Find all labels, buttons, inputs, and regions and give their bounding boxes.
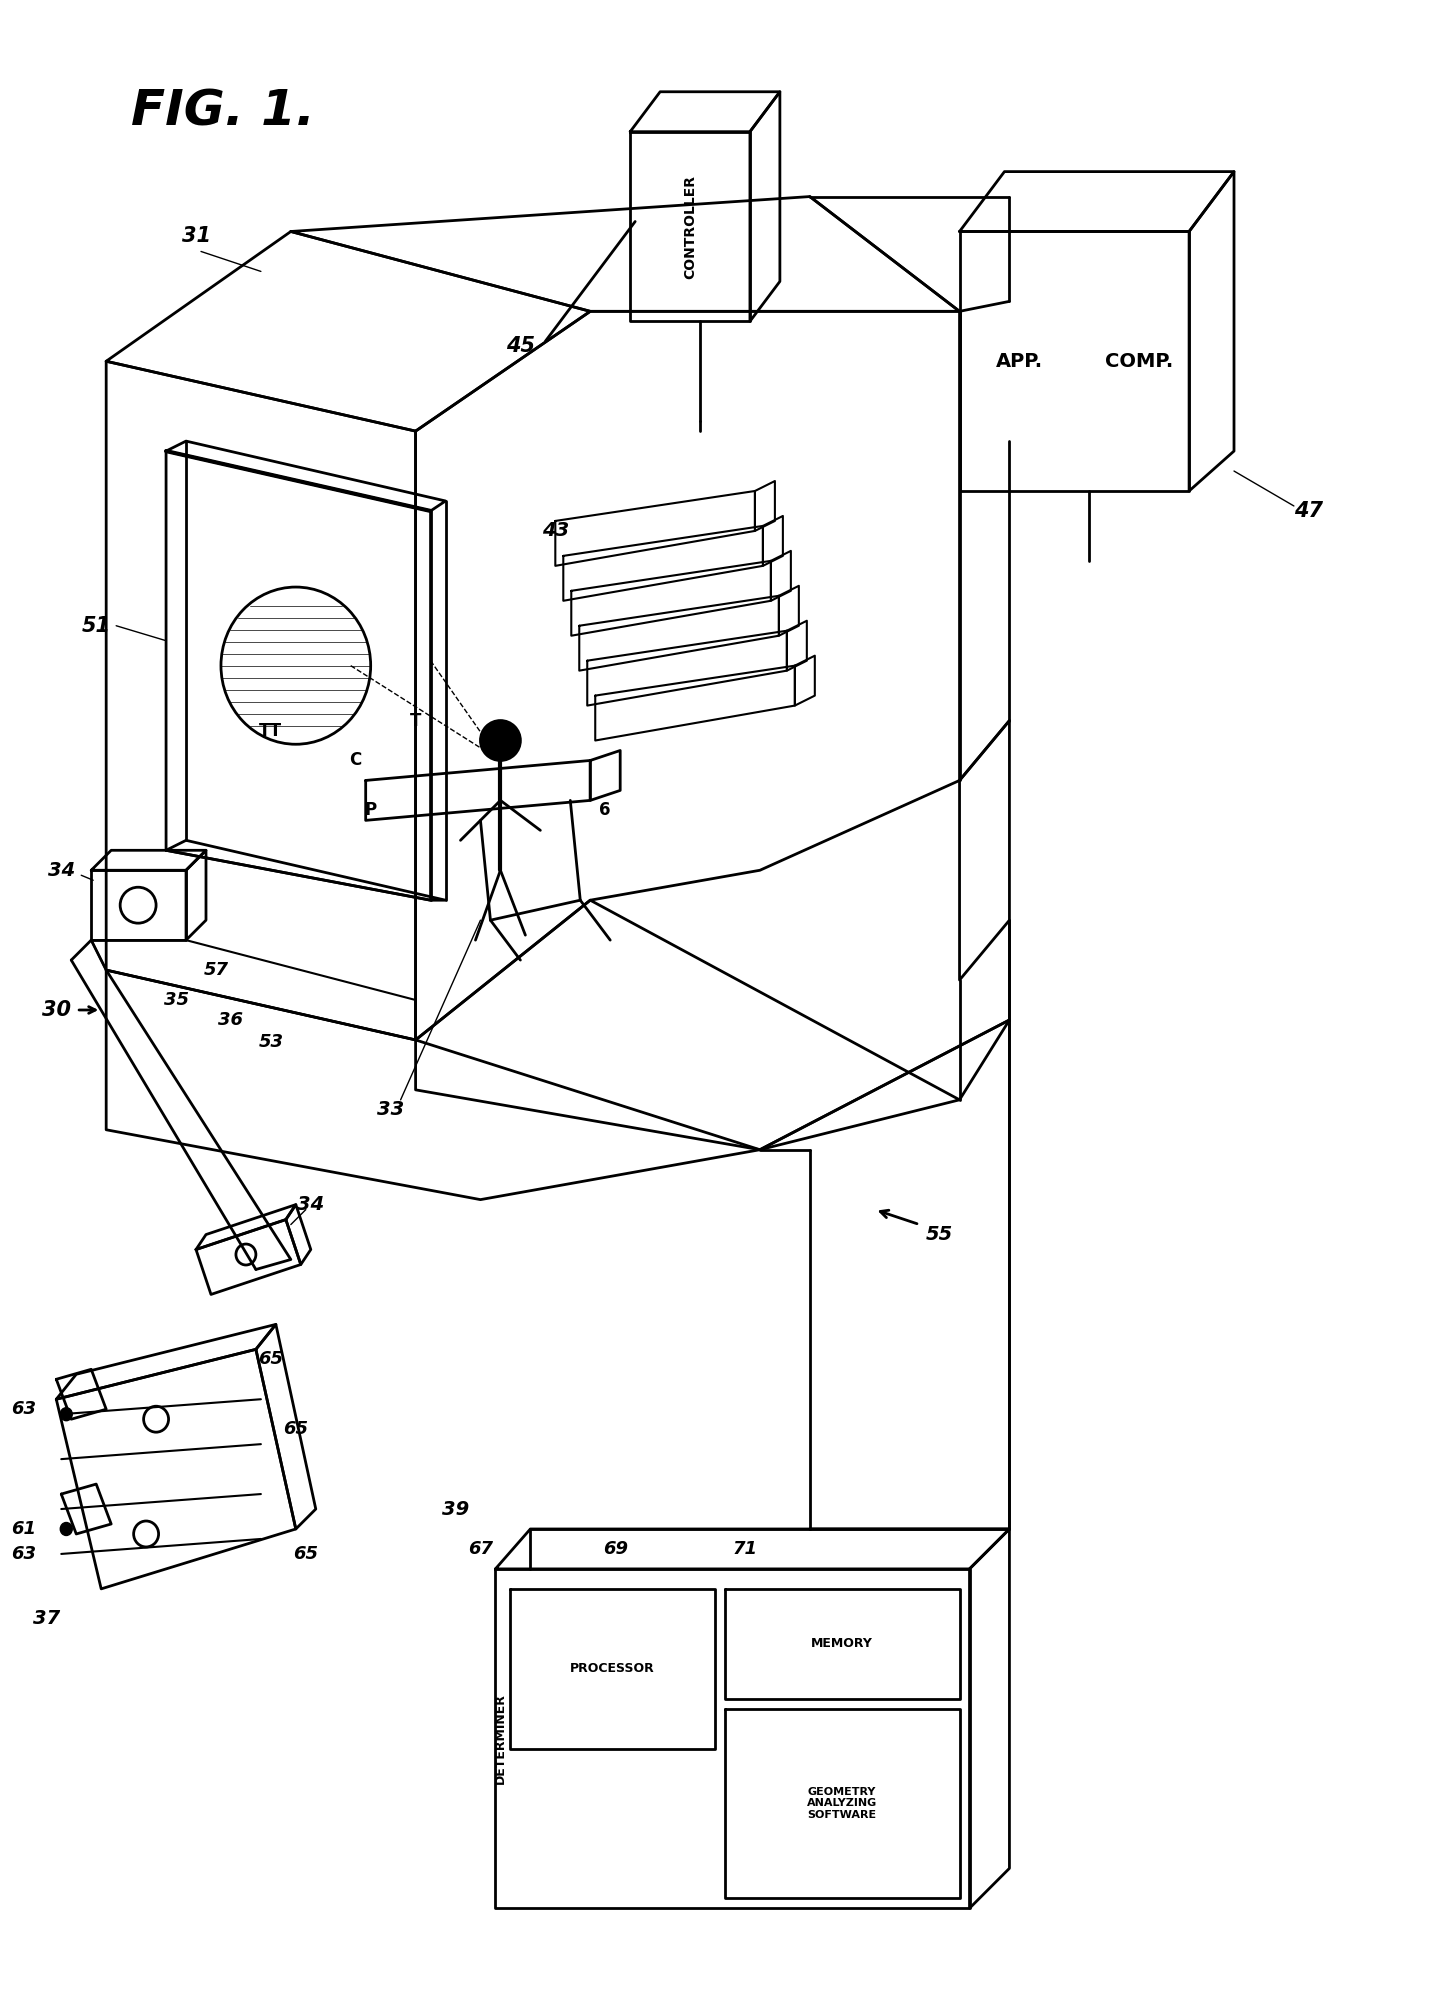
- Polygon shape: [787, 621, 807, 671]
- Polygon shape: [630, 92, 780, 133]
- Polygon shape: [56, 1325, 276, 1399]
- Ellipse shape: [60, 1407, 72, 1421]
- Text: 34: 34: [47, 860, 75, 880]
- Text: T: T: [410, 712, 422, 730]
- Polygon shape: [366, 760, 590, 820]
- Text: 33: 33: [377, 1099, 404, 1120]
- Polygon shape: [186, 850, 206, 941]
- Text: C: C: [350, 752, 361, 770]
- Text: DETERMINER: DETERMINER: [494, 1692, 507, 1785]
- Text: 37: 37: [33, 1610, 60, 1628]
- Text: 61: 61: [12, 1520, 36, 1538]
- Polygon shape: [596, 665, 794, 740]
- Polygon shape: [555, 490, 755, 567]
- Polygon shape: [771, 551, 791, 601]
- Polygon shape: [495, 1570, 970, 1907]
- Text: 65: 65: [294, 1546, 318, 1564]
- Text: PROCESSOR: PROCESSOR: [570, 1662, 655, 1674]
- Text: P: P: [364, 802, 377, 820]
- Text: 69: 69: [603, 1540, 627, 1558]
- Polygon shape: [725, 1588, 960, 1698]
- Polygon shape: [1189, 171, 1235, 490]
- Polygon shape: [286, 1204, 311, 1264]
- Polygon shape: [725, 1708, 960, 1897]
- Circle shape: [481, 720, 521, 760]
- Polygon shape: [755, 480, 774, 531]
- Text: 63: 63: [12, 1401, 36, 1419]
- Polygon shape: [763, 517, 783, 567]
- Text: 39: 39: [442, 1499, 469, 1518]
- Text: CONTROLLER: CONTROLLER: [684, 175, 696, 279]
- Polygon shape: [495, 1530, 1009, 1570]
- Polygon shape: [106, 362, 416, 1039]
- Polygon shape: [106, 231, 590, 430]
- Polygon shape: [165, 440, 446, 511]
- Polygon shape: [571, 561, 771, 635]
- Text: MEMORY: MEMORY: [810, 1638, 872, 1650]
- Text: COMP.: COMP.: [1105, 352, 1173, 370]
- Text: 67: 67: [468, 1540, 494, 1558]
- Polygon shape: [511, 1588, 715, 1749]
- Text: 51: 51: [82, 615, 111, 635]
- Polygon shape: [91, 850, 206, 870]
- Polygon shape: [750, 92, 780, 322]
- Polygon shape: [91, 941, 416, 1039]
- Text: 45: 45: [507, 336, 535, 356]
- Polygon shape: [590, 750, 620, 800]
- Polygon shape: [106, 971, 760, 1200]
- Text: 43: 43: [541, 521, 568, 541]
- Text: 35: 35: [164, 991, 189, 1009]
- Polygon shape: [196, 1204, 296, 1250]
- Polygon shape: [91, 941, 291, 1270]
- Polygon shape: [760, 1019, 1009, 1530]
- Text: 65: 65: [259, 1351, 283, 1369]
- Polygon shape: [165, 450, 430, 900]
- Text: 63: 63: [12, 1546, 36, 1564]
- Polygon shape: [256, 1325, 315, 1530]
- Text: 36: 36: [219, 1011, 243, 1029]
- Text: 53: 53: [259, 1033, 283, 1051]
- Polygon shape: [196, 1220, 301, 1294]
- Polygon shape: [794, 655, 814, 706]
- Polygon shape: [91, 870, 186, 941]
- Text: APP.: APP.: [996, 352, 1043, 370]
- Polygon shape: [165, 840, 446, 900]
- Polygon shape: [416, 900, 960, 1150]
- Text: 31: 31: [181, 227, 210, 247]
- Polygon shape: [960, 171, 1235, 231]
- Polygon shape: [960, 231, 1189, 490]
- Ellipse shape: [60, 1522, 72, 1536]
- Text: 57: 57: [203, 961, 229, 979]
- Text: GEOMETRY
ANALYZING
SOFTWARE: GEOMETRY ANALYZING SOFTWARE: [807, 1787, 876, 1821]
- Text: 71: 71: [732, 1540, 757, 1558]
- Polygon shape: [56, 1369, 106, 1419]
- Polygon shape: [291, 197, 960, 312]
- Text: TT: TT: [259, 722, 282, 740]
- Polygon shape: [778, 585, 799, 635]
- Polygon shape: [587, 631, 787, 706]
- Text: 6: 6: [600, 802, 612, 820]
- Polygon shape: [630, 133, 750, 322]
- Polygon shape: [62, 1483, 111, 1534]
- Text: 34: 34: [298, 1196, 324, 1214]
- Polygon shape: [563, 527, 763, 601]
- Polygon shape: [416, 312, 960, 1039]
- Text: 55: 55: [925, 1224, 953, 1244]
- Polygon shape: [56, 1349, 296, 1588]
- Text: 30: 30: [42, 1001, 71, 1019]
- Text: 47: 47: [1294, 500, 1324, 521]
- Polygon shape: [580, 595, 778, 671]
- Text: 65: 65: [283, 1421, 308, 1439]
- Text: FIG. 1.: FIG. 1.: [131, 88, 315, 137]
- Polygon shape: [970, 1530, 1009, 1907]
- Polygon shape: [960, 720, 1009, 981]
